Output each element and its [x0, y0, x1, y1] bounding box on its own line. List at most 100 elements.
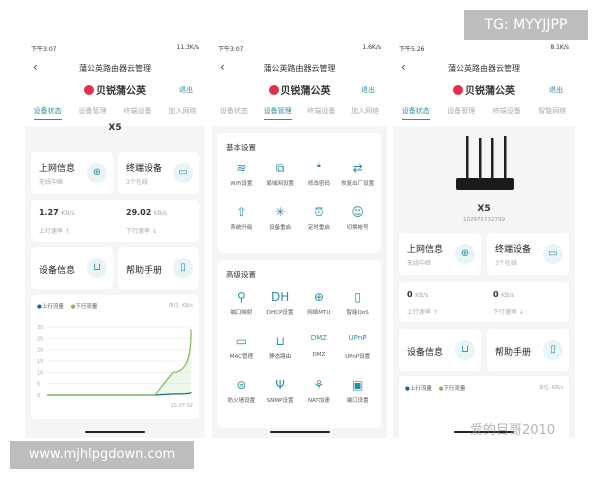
- terminals-sub: 3个在线: [495, 260, 517, 267]
- document-icon: ▯: [173, 258, 193, 278]
- help-card[interactable]: 帮助手册 ▯: [487, 329, 569, 371]
- tab-device-management[interactable]: 设备管理: [447, 107, 476, 115]
- document-icon: ▯: [543, 340, 563, 360]
- tab-join-network[interactable]: 加入网络: [168, 107, 197, 115]
- upgrade-icon: ⇧: [236, 205, 247, 219]
- net-info-card[interactable]: 上网信息 无线中继 ⊕: [31, 152, 113, 194]
- setting-mtu[interactable]: ⊕ 网络MTU: [300, 290, 339, 334]
- setting-port-map[interactable]: ⚲ 端口映射: [222, 290, 261, 334]
- setting-label: 切换帐号: [346, 225, 369, 231]
- status-time: 下午5:26: [399, 46, 425, 53]
- port-icon: ▣: [351, 378, 364, 392]
- setting-upgrade[interactable]: ⇧ 系统升级: [222, 205, 261, 249]
- setting-label: 定时重启: [307, 225, 330, 231]
- legend-upstream: 上行流量: [41, 304, 64, 310]
- tg-watermark: TG: MYYJJPP: [464, 10, 588, 40]
- tab-device-management[interactable]: 设备管理: [78, 107, 107, 115]
- setting-mac[interactable]: ▭ MAC管理: [222, 334, 261, 378]
- tab-terminals[interactable]: 终端设备: [492, 107, 521, 115]
- terminals-sub: 3个在线: [126, 179, 148, 186]
- page-title: 蒲公英路由器云管理: [263, 64, 336, 73]
- setting-label: WiFi设置: [230, 181, 253, 187]
- globe-icon: ⊕: [87, 163, 107, 183]
- setting-qos[interactable]: ▯ 智能QoS: [338, 290, 377, 334]
- device-info-title: 设备信息: [407, 348, 444, 358]
- logout-button[interactable]: 退出: [361, 86, 375, 94]
- clock-icon: ⏰︎: [314, 205, 324, 219]
- setting-lock[interactable]: 🔒︎ 修改密码: [300, 161, 339, 205]
- weibo-watermark: 爱的目哥2010: [470, 423, 556, 438]
- firewall-icon: ⊜: [236, 378, 247, 392]
- screen-icon: ▭: [543, 244, 563, 264]
- setting-label: DHCP设置: [266, 310, 294, 316]
- terminals-title: 终端设备: [495, 245, 532, 255]
- setting-route[interactable]: ⊔ 静态路由: [261, 334, 300, 378]
- net-info-card[interactable]: 上网信息 无线中继 ⊕: [399, 233, 481, 275]
- y-tick-label: 25: [37, 336, 43, 342]
- setting-firewall[interactable]: ⊜ 防火墙设置: [222, 378, 261, 422]
- down-speed-unit: KB/s: [153, 210, 168, 217]
- help-title: 帮助手册: [495, 348, 532, 358]
- status-speed: 11.3K/s: [176, 44, 199, 51]
- legend-upstream-dot: ●: [405, 386, 410, 392]
- user-switch-icon: ☺: [351, 205, 364, 219]
- traffic-chart-card: ●上行流量 ●下行流量 单位: KB/s 0 5 10 15 20 25 30 15:07:…: [31, 295, 199, 419]
- device-info-title: 设备信息: [39, 266, 76, 276]
- setting-snmp[interactable]: Ψ SNMP设置: [261, 378, 300, 422]
- tab-smart-network[interactable]: 智能网络: [538, 107, 567, 115]
- basic-settings-card: 基本设置 ≋ WiFi设置 ⧉ 局域网设置 🔒︎ 修改密码 ⇄ 恢复出厂设置 ⇧ 系统升级 ✳ 设备重…: [218, 133, 381, 253]
- up-speed-unit: KB/s: [61, 210, 75, 217]
- tab-join-network[interactable]: 加入网络: [351, 107, 380, 115]
- net-info-title: 上网信息: [39, 164, 76, 174]
- setting-nat[interactable]: ⚘ NAT加速: [300, 378, 339, 422]
- setting-upnp[interactable]: UPnP UPnP设置: [338, 334, 377, 378]
- setting-restart[interactable]: ✳ 设备重启: [261, 205, 300, 249]
- tab-device-status[interactable]: 设备状态: [401, 106, 430, 120]
- terminals-card[interactable]: 终端设备 3个在线 ▭: [487, 233, 569, 275]
- mac-icon: ▭: [235, 334, 248, 348]
- y-tick-label: 30: [37, 325, 43, 331]
- chart-unit: 单位: KB/s: [538, 385, 563, 391]
- lock-icon: 🔒︎: [317, 161, 321, 169]
- logout-button[interactable]: 退出: [179, 86, 193, 94]
- net-info-sub: 无线中继: [39, 179, 64, 186]
- tab-device-status[interactable]: 设备状态: [33, 106, 62, 120]
- downstream-line: [47, 329, 192, 396]
- tab-terminals[interactable]: 终端设备: [123, 107, 152, 115]
- setting-label: 智能QoS: [346, 310, 369, 316]
- back-button[interactable]: ‹: [33, 60, 38, 74]
- tab-device-status[interactable]: 设备状态: [219, 107, 248, 115]
- device-info-card[interactable]: 设备信息 ⊔: [31, 247, 113, 289]
- setting-label: NAT加速: [307, 398, 330, 404]
- terminals-card[interactable]: 终端设备 3个在线 ▭: [118, 152, 199, 194]
- up-speed-value: 0: [407, 290, 413, 299]
- back-button[interactable]: ‹: [401, 60, 406, 74]
- downstream-area: [47, 329, 192, 395]
- phone-device-management: 下午3:07 1.6K/s ‹ 蒲公英路由器云管理 贝锐蒲公英 退出 设备状态 设…: [212, 40, 387, 438]
- snmp-icon: Ψ: [275, 378, 285, 392]
- terminals-title: 终端设备: [126, 164, 163, 174]
- qos-icon: ▯: [354, 290, 361, 304]
- tab-device-management[interactable]: 设备管理: [263, 106, 292, 120]
- setting-wifi[interactable]: ≋ WiFi设置: [222, 161, 261, 205]
- legend-downstream-dot: ●: [70, 304, 76, 310]
- setting-dmz[interactable]: DMZ DMZ: [300, 334, 339, 378]
- setting-lan[interactable]: ⧉ 局域网设置: [261, 161, 300, 205]
- down-speed-label: 下行速率 ↓: [126, 228, 157, 235]
- back-button[interactable]: ‹: [220, 60, 225, 74]
- dmz-icon: DMZ: [310, 334, 327, 342]
- setting-reset[interactable]: ⇄ 恢复出厂设置: [338, 161, 377, 205]
- setting-clock[interactable]: ⏰︎ 定时重启: [300, 205, 339, 249]
- port-map-icon: ⚲: [236, 290, 246, 304]
- help-card[interactable]: 帮助手册 ▯: [118, 247, 199, 289]
- setting-dhcp[interactable]: DH DHCP设置: [261, 290, 300, 334]
- legend-upstream: 上行流量: [409, 386, 432, 392]
- tab-terminals[interactable]: 终端设备: [307, 107, 336, 115]
- router-icon: ⊔: [87, 258, 107, 278]
- legend-downstream: 下行流量: [75, 304, 98, 310]
- device-info-card[interactable]: 设备信息 ⊔: [399, 329, 481, 371]
- logout-button[interactable]: 退出: [549, 86, 563, 94]
- setting-port[interactable]: ▣ 端口设置: [338, 378, 377, 422]
- setting-label: 设备重启: [269, 225, 292, 231]
- setting-user-switch[interactable]: ☺ 切换帐号: [338, 205, 377, 249]
